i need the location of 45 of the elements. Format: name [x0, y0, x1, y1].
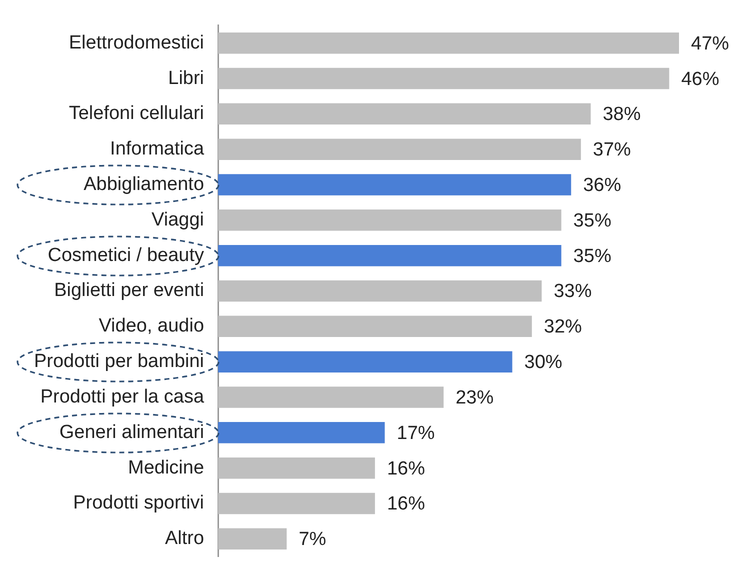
y-tick-label: Generi alimentari — [59, 422, 204, 443]
data-label: 33% — [554, 281, 592, 302]
y-tick-label: Altro — [164, 528, 204, 550]
data-label: 30% — [524, 352, 562, 374]
data-label: 17% — [396, 422, 435, 444]
bar — [218, 422, 385, 444]
y-tick-label: Abbigliamento — [84, 174, 204, 195]
bar — [218, 528, 287, 550]
y-tick-label: Informatica — [110, 138, 204, 160]
y-tick-label: Libri — [168, 68, 204, 89]
y-tick-label: Telefoni cellulari — [68, 103, 204, 124]
data-label: 35% — [573, 246, 612, 267]
bar — [218, 457, 375, 479]
data-label: 16% — [386, 458, 426, 480]
data-label: 47% — [691, 33, 730, 54]
bar — [218, 244, 562, 266]
y-tick-label: Cosmetici / beauty — [48, 244, 205, 266]
y-tick-label: Viaggi — [152, 209, 204, 230]
y-tick-label: Video, audio — [98, 316, 204, 337]
bar — [218, 103, 591, 125]
data-label: 7% — [298, 529, 326, 550]
bar — [218, 138, 581, 160]
bar — [218, 351, 512, 372]
bar — [218, 492, 375, 514]
data-label: 37% — [592, 140, 632, 161]
bar — [218, 68, 670, 90]
y-tick-label: Prodotti per la casa — [40, 386, 204, 408]
bar — [218, 32, 679, 54]
data-label: 36% — [583, 174, 622, 196]
data-label: 38% — [602, 104, 641, 126]
bar — [218, 280, 542, 302]
data-label: 46% — [681, 68, 720, 90]
bar — [218, 386, 444, 408]
y-tick-label: Elettrodomestici — [68, 32, 204, 54]
data-label: 35% — [573, 210, 612, 232]
bar — [218, 210, 562, 231]
bar — [218, 174, 572, 196]
bar — [218, 316, 532, 338]
data-label: 16% — [386, 494, 426, 515]
y-tick-label: Medicine — [128, 457, 204, 478]
data-label: 32% — [544, 316, 582, 338]
y-tick-label: Biglietti per eventi — [54, 280, 204, 302]
y-tick-label: Prodotti per bambini — [34, 351, 204, 372]
data-label: 23% — [456, 387, 494, 408]
y-tick-label: Prodotti sportivi — [73, 492, 204, 514]
